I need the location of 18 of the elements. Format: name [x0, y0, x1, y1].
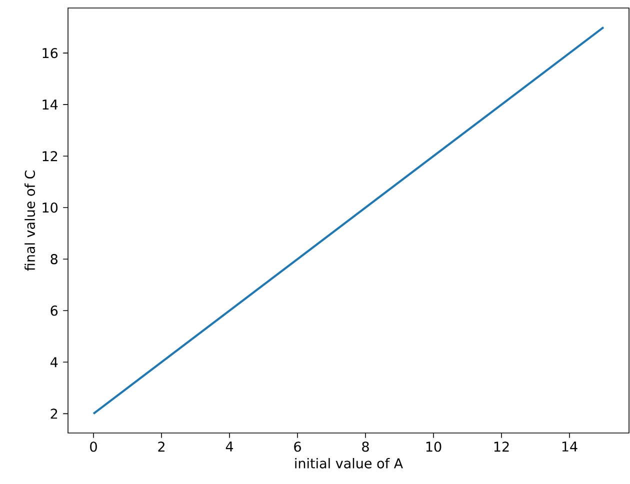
y-tick-label: 16	[42, 48, 58, 58]
y-tick-label: 6	[50, 306, 58, 316]
x-tick-label: 14	[562, 442, 578, 452]
y-tick-label: 10	[42, 202, 58, 213]
x-tick-label: 6	[294, 442, 301, 452]
x-tick-label: 12	[494, 442, 509, 452]
x-tick-label: 10	[426, 442, 442, 452]
x-tick-label: 4	[226, 442, 234, 452]
y-tick-label: 4	[50, 357, 58, 368]
x-axis-title: initial value of A	[295, 458, 403, 468]
x-tick-label: 2	[158, 442, 164, 452]
y-tick-label: 8	[50, 254, 58, 264]
y-tick-label: 12	[42, 151, 58, 162]
x-tick-label: 8	[362, 442, 369, 452]
y-tick-label: 2	[50, 408, 58, 419]
x-tick-label: 0	[90, 442, 97, 452]
y-tick-label: 14	[42, 100, 58, 110]
y-axis-title: final value of C	[24, 170, 36, 271]
